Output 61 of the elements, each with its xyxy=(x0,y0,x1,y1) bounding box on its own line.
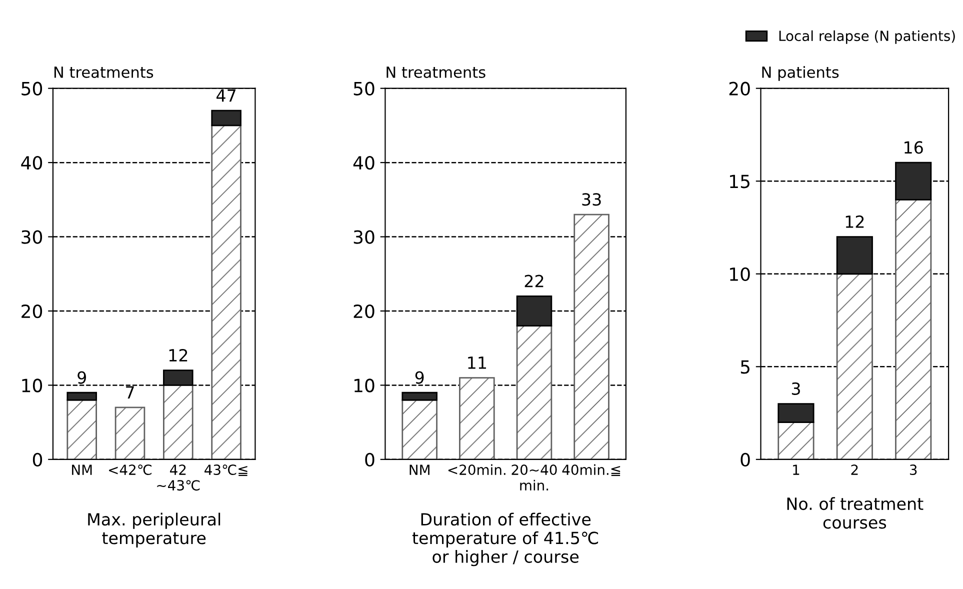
y-tick-label: 30 xyxy=(354,230,374,244)
y-tick-label: 15 xyxy=(730,174,750,188)
y-tick-label: 20 xyxy=(729,82,750,96)
bar xyxy=(836,273,873,460)
bar xyxy=(778,422,814,460)
x-tick-label: <42℃ xyxy=(109,464,152,476)
bar xyxy=(459,377,495,460)
x-tick-label: 42 ~43℃ xyxy=(157,464,200,491)
x-tick-label: 43℃≦ xyxy=(204,464,248,476)
legend-label: Local relapse (N patients) xyxy=(779,30,955,44)
x-tick-label: 1 xyxy=(793,464,800,475)
y-tick-label: 0 xyxy=(740,452,750,467)
total-label: 3 xyxy=(792,382,800,395)
x-tick-label: NM xyxy=(410,464,430,475)
bar xyxy=(211,124,242,460)
x-tick-label: 40min.≦ xyxy=(562,464,620,476)
bar xyxy=(895,198,932,460)
y-tick-label: 20 xyxy=(354,304,374,318)
x-axis-title: No. of treatment courses xyxy=(787,497,924,529)
x-axis-title: Duration of effective temperature of 41.5℃ or higher / course xyxy=(412,512,598,566)
x-tick-label: <20min. xyxy=(448,464,506,476)
y-tick-label: 0 xyxy=(365,452,374,467)
bar xyxy=(402,399,438,460)
total-label: 7 xyxy=(126,386,134,398)
y-tick-label: 5 xyxy=(740,360,750,374)
bar xyxy=(66,399,97,460)
bar xyxy=(114,406,146,460)
total-label: 33 xyxy=(582,193,601,206)
bar xyxy=(66,392,97,401)
x-tick-label: 2 xyxy=(851,464,858,475)
total-label: 12 xyxy=(846,215,864,228)
bar xyxy=(211,110,242,126)
y-axis-title: N treatments xyxy=(386,66,486,78)
total-label: 11 xyxy=(468,356,486,369)
y-tick-label: 50 xyxy=(22,82,42,96)
y-tick-label: 10 xyxy=(22,378,42,392)
y-tick-label: 20 xyxy=(22,304,42,318)
bar xyxy=(516,325,552,460)
y-tick-label: 40 xyxy=(21,156,42,170)
y-tick-label: 10 xyxy=(354,378,374,392)
y-tick-label: 50 xyxy=(354,82,374,96)
total-label: 47 xyxy=(216,89,236,102)
bar xyxy=(574,214,610,460)
bar xyxy=(163,384,194,460)
y-tick-label: 0 xyxy=(32,452,42,467)
y-axis-title: N patients xyxy=(762,66,839,81)
total-label: 16 xyxy=(904,141,923,154)
total-label: 9 xyxy=(78,371,86,384)
y-tick-label: 40 xyxy=(353,156,374,170)
x-axis-title: Max. peripleural temperature xyxy=(88,512,220,548)
y-axis-title: N treatments xyxy=(54,66,154,78)
x-tick-label: NM xyxy=(72,464,92,475)
y-tick-label: 30 xyxy=(22,230,42,244)
y-tick-label: 10 xyxy=(730,267,750,281)
total-label: 22 xyxy=(524,274,544,288)
total-label: 12 xyxy=(169,348,188,362)
x-tick-label: 3 xyxy=(910,464,917,476)
total-label: 9 xyxy=(415,371,424,384)
bar xyxy=(778,403,814,424)
x-tick-label: 20~40 min. xyxy=(512,464,557,490)
bar xyxy=(402,392,438,401)
